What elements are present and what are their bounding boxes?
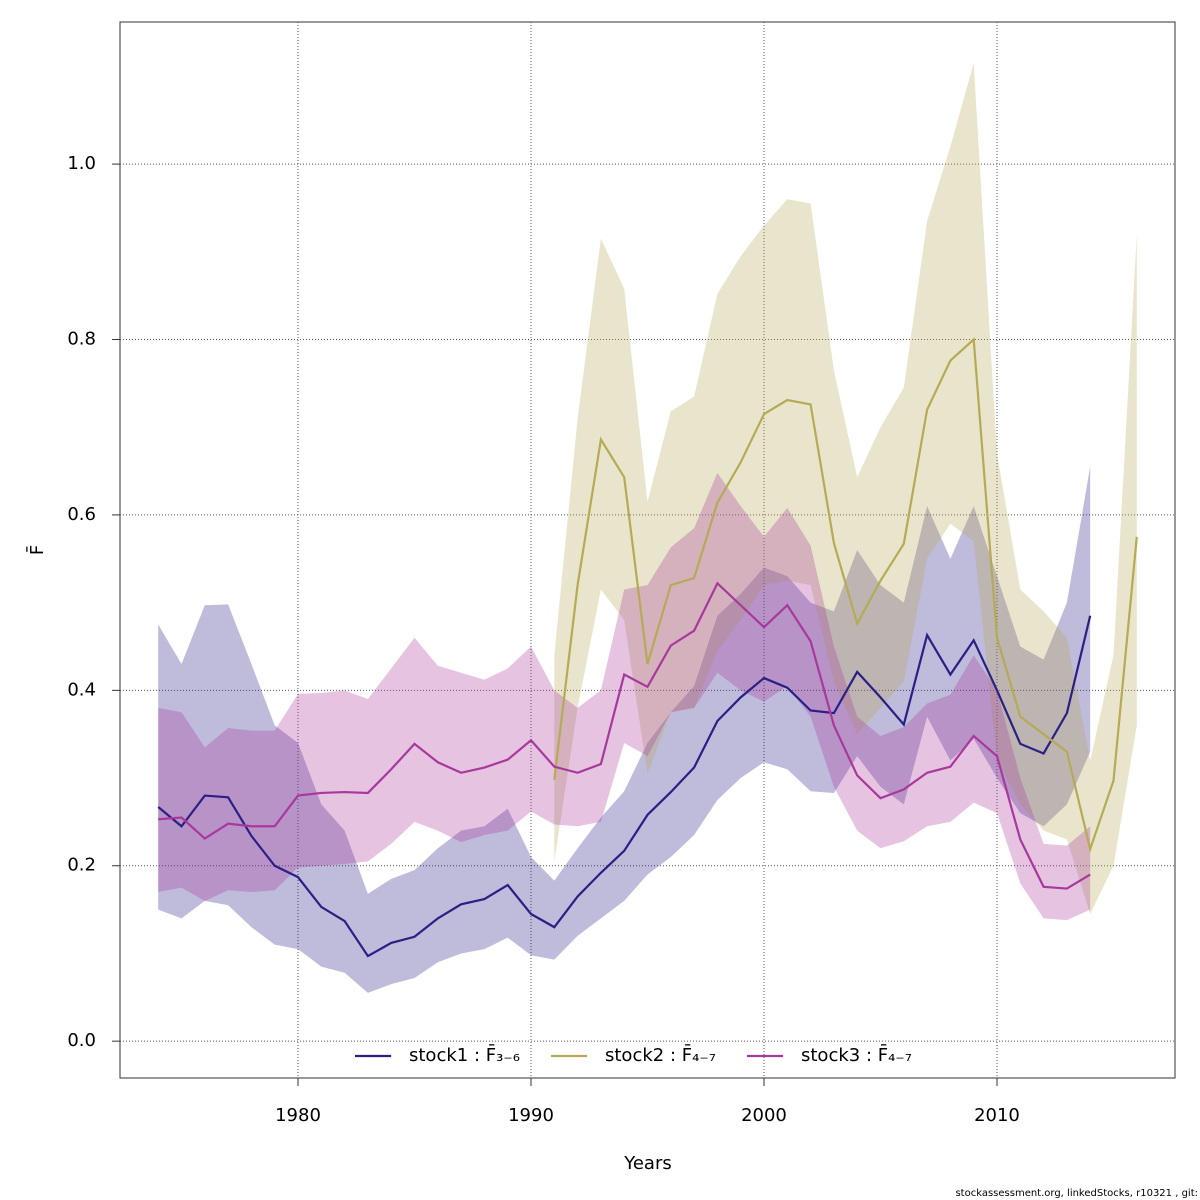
x-tick-label: 2000 [741,1105,787,1126]
x-tick-label: 1990 [508,1105,554,1126]
footer: stockassessment.org, linkedStocks, r1032… [955,1188,1198,1199]
x-tick-label: 2010 [974,1105,1020,1126]
legend-label: stock3 : F̄₄₋₇ [801,1044,912,1066]
legend-label: stock2 : F̄₄₋₇ [605,1044,716,1066]
series-line [157,615,1092,958]
y-axis-label: F̄ [26,545,48,555]
y-tick-label: 0.0 [67,1030,96,1051]
x-tick-label: 1980 [275,1105,321,1126]
confidence-band [158,472,1091,921]
y-tick-label: 0.2 [67,855,96,876]
series-line [158,581,1091,890]
y-tick-label: 1.0 [67,153,96,174]
x-axis-label: Years [623,1153,672,1174]
confidence-band [554,63,1137,914]
confidence-band [158,466,1091,993]
legend-label: stock1 : F̄₃₋₆ [409,1044,520,1066]
plot-frame [119,21,1176,1079]
y-tick-label: 0.4 [67,679,96,700]
y-tick-label: 0.6 [67,504,96,525]
series-line [553,337,1138,854]
y-tick-label: 0.8 [67,329,96,350]
